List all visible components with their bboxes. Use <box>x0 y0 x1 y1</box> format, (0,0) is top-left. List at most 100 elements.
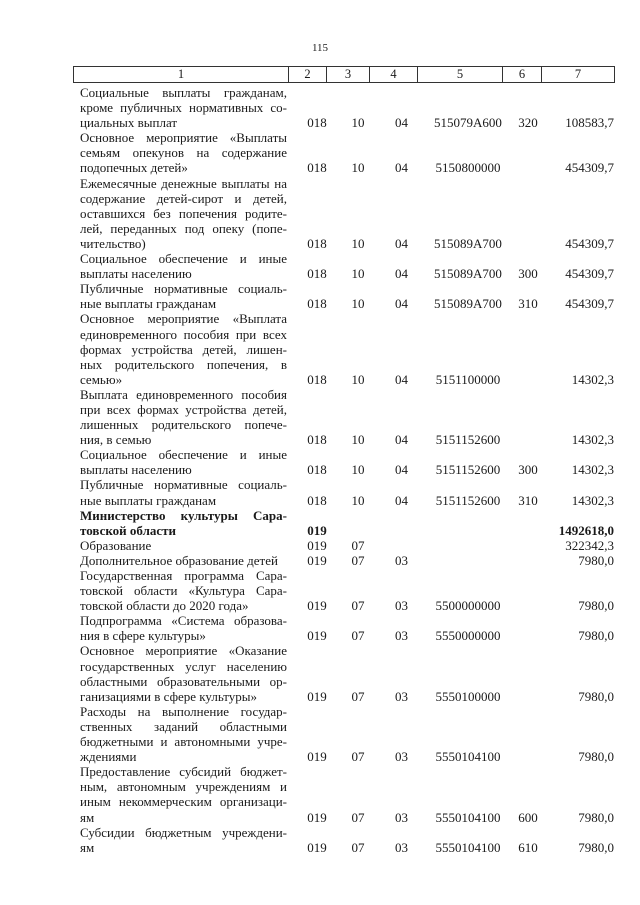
description-line: Социальное обеспечение и иные <box>80 447 287 463</box>
page-number: 115 <box>311 42 329 54</box>
description-line: Государственная программа Сара- <box>80 568 287 583</box>
amount: 14302,3 <box>571 462 614 478</box>
description-line: Субсидии бюджетным учреждени- <box>80 824 287 840</box>
ministry-code: 019 <box>307 552 327 568</box>
description-line: ных родительского попечения, в <box>80 356 287 372</box>
row-description: Подпрограмма «Система образова-ния в сфе… <box>80 613 287 643</box>
target-article-code: 5550100000 <box>435 688 501 704</box>
subsection-code: 04 <box>395 492 408 508</box>
amount: 454309,7 <box>565 160 614 176</box>
subsection-code: 04 <box>395 266 408 282</box>
description-line: государственных услуг населению <box>80 658 287 674</box>
description-line: Социальное обеспечение и иные <box>80 251 287 267</box>
description-line: Министерство культуры Сара- <box>80 507 287 523</box>
description-line: ям <box>80 839 95 855</box>
row-description: Основное мероприятие «Выплаты семьям опек… <box>80 130 287 175</box>
description-line: Подпрограмма «Система образова- <box>80 613 287 629</box>
section-code: 10 <box>351 371 365 387</box>
description-line: товской области <box>80 522 177 538</box>
subsection-code: 04 <box>395 371 408 387</box>
description-line: товской области «Культура Сара- <box>80 583 287 599</box>
description-line: Публичные нормативные социаль- <box>80 477 287 493</box>
ministry-code: 019 <box>307 839 327 855</box>
target-article-code: 5500000000 <box>435 598 501 614</box>
description-line: товской области до 2020 года» <box>80 598 249 614</box>
description-line: выплаты населению <box>80 266 192 282</box>
subsection-code: 04 <box>395 160 408 176</box>
header-col-3: 3 <box>326 67 369 82</box>
description-line: подопечных детей» <box>80 160 188 176</box>
amount: 454309,7 <box>565 235 614 251</box>
section-code: 10 <box>351 296 365 312</box>
ministry-code: 019 <box>307 537 327 553</box>
section-code: 07 <box>351 537 365 553</box>
table-header: 1 2 3 4 5 6 7 <box>73 66 615 83</box>
table-row: Выплата единовременного пособия при всех … <box>80 387 614 447</box>
subsection-code: 04 <box>395 432 408 448</box>
expense-type-code: 600 <box>518 809 538 825</box>
subsection-code: 03 <box>395 628 408 644</box>
description-line: иным некоммерческим организаци- <box>80 794 287 810</box>
description-line: Расходы на выполнение государ- <box>80 703 287 719</box>
ministry-code: 018 <box>307 235 327 251</box>
expense-type-code: 320 <box>518 115 538 131</box>
description-line: Ежемесячные денежные выплаты на <box>80 175 287 191</box>
target-article-code: 515079А600 <box>434 115 502 131</box>
description-line: оставшихся без попечения родите- <box>80 205 287 221</box>
section-code: 10 <box>351 462 365 478</box>
ministry-code: 018 <box>307 115 327 131</box>
table-row: Предоставление субсидий бюджет-ным, авто… <box>80 764 614 824</box>
description-line: семьям опекунов на содержание <box>80 145 287 161</box>
description-line: Социальные выплаты гражданам, <box>80 85 287 100</box>
table-row: Расходы на выполнение государ-ственных з… <box>80 704 614 764</box>
description-line: ждениями <box>80 749 137 765</box>
row-description: Выплата единовременного пособия при всех … <box>80 387 287 447</box>
header-col-6: 6 <box>502 67 541 82</box>
target-article-code: 5150800000 <box>435 160 501 176</box>
row-description: Министерство культуры Сара-товской облас… <box>80 508 287 538</box>
row-description: Социальное обеспечение и иные выплаты нас… <box>80 447 287 477</box>
table-row: Основное мероприятие «Оказание государств… <box>80 643 614 703</box>
description-line: лей, переданных под опеку (попе- <box>80 220 287 236</box>
amount: 14302,3 <box>571 371 614 387</box>
description-line: Публичные нормативные социаль- <box>80 281 287 297</box>
ministry-code: 019 <box>307 688 327 704</box>
table-row: Социальное обеспечение и иные выплаты нас… <box>80 447 614 477</box>
ministry-code: 018 <box>307 432 327 448</box>
table-row: Социальные выплаты гражданам, кроме публи… <box>80 85 614 130</box>
subsection-code: 03 <box>395 598 408 614</box>
ministry-code: 018 <box>307 371 327 387</box>
amount: 322342,3 <box>565 537 614 553</box>
description-line: содержание детей-сирот и детей, <box>80 190 287 206</box>
row-description: Дополнительное образование детей <box>80 553 287 568</box>
amount: 454309,7 <box>565 296 614 312</box>
table-row: Государственная программа Сара-товской о… <box>80 568 614 613</box>
row-description: Ежемесячные денежные выплаты на содержани… <box>80 176 287 251</box>
description-line: единовременного пособия при всех <box>80 326 287 342</box>
ministry-code: 018 <box>307 160 327 176</box>
description-line: формах устройства детей, лишен- <box>80 341 287 357</box>
target-article-code: 515089А700 <box>434 266 502 282</box>
ministry-code: 019 <box>307 628 327 644</box>
target-article-code: 5550000000 <box>435 628 501 644</box>
section-code: 10 <box>351 492 365 508</box>
description-line: бюджетными и автономными учре- <box>80 734 287 750</box>
target-article-code: 5151100000 <box>435 371 501 387</box>
expense-type-code: 310 <box>518 492 538 508</box>
header-col-1: 1 <box>177 67 185 81</box>
description-line: ные выплаты гражданам <box>80 296 217 312</box>
row-description: Основное мероприятие «Выплата единовремен… <box>80 311 287 386</box>
subsection-code: 03 <box>395 552 408 568</box>
amount: 7980,0 <box>578 688 614 704</box>
section-code: 07 <box>351 598 365 614</box>
row-description: Публичные нормативные социаль-ные выплат… <box>80 477 287 507</box>
amount: 7980,0 <box>578 839 614 855</box>
section-code: 07 <box>351 839 365 855</box>
amount: 14302,3 <box>571 492 614 508</box>
section-code: 10 <box>351 432 365 448</box>
target-article-code: 515089А700 <box>434 296 502 312</box>
table-row: Публичные нормативные социаль-ные выплат… <box>80 477 614 507</box>
row-description: Предоставление субсидий бюджет-ным, авто… <box>80 764 287 824</box>
table-row: Субсидии бюджетным учреждени-ям 019 07 03 55… <box>80 825 614 855</box>
target-article-code: 5151152600 <box>435 432 501 448</box>
